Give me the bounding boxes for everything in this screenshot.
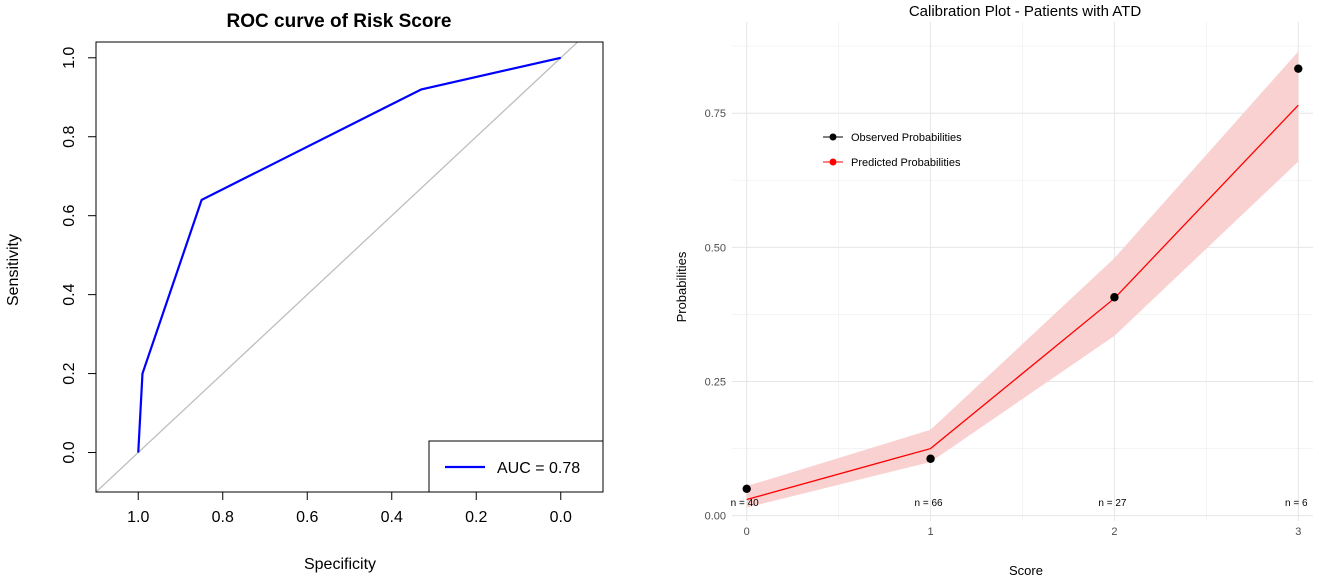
roc-x-tick-label: 0.2 [465,509,487,526]
cal-legend-observed-label: Observed Probabilities [851,132,962,144]
roc-legend-label: AUC = 0.78 [497,460,580,477]
roc-x-tick-label: 0.8 [212,509,234,526]
roc-x-tick-label: 1.0 [127,509,149,526]
cal-observed-point [742,484,751,494]
roc-plot-frame [95,41,604,493]
cal-legend-predicted-point [829,158,837,166]
cal-sample-size-label: n = 6 [1285,498,1308,509]
roc-plot-area: 1.0 0.8 0.6 0.4 0.2 0.0 0.0 0.2 0.4 0.6 0.8 1.0 AUC … [61,41,604,526]
cal-y-tick-label: 0.50 [705,242,726,254]
cal-x-tick-label: 0 [744,526,750,538]
cal-sample-size-label: n = 66 [915,498,944,509]
roc-x-tick-label: 0.0 [550,509,572,526]
calibration-y-axis-label: Probabilities [674,251,689,322]
roc-x-tick-label: 0.4 [381,509,403,526]
cal-y-tick-label: 0.25 [705,376,726,388]
roc-y-tick-label: 0.2 [61,362,78,384]
roc-x-tick-label: 0.6 [296,509,318,526]
roc-reference-line [96,42,579,492]
calibration-chart-panel: Calibration Plot - Patients with ATD 0.0… [640,0,1319,578]
roc-chart-panel: ROC curve of Risk Score 1.0 0.8 0.6 0.4 0.2 0… [0,0,620,578]
roc-y-tick-label: 0.8 [61,126,78,148]
roc-curve [137,56,561,453]
cal-observed-point [926,454,935,463]
calibration-chart: Calibration Plot - Patients with ATD 0.0… [674,3,1313,578]
cal-legend-observed-point [829,133,837,141]
cal-legend-predicted-label: Predicted Probabilities [851,157,961,169]
cal-predicted-line [746,104,1299,501]
cal-observed-point [1294,64,1303,73]
cal-y-tick-label: 0.75 [705,108,726,120]
roc-y-tick-label: 0.4 [61,283,78,305]
roc-y-tick-label: 0.6 [61,204,78,226]
cal-sample-size-label: n = 40 [731,498,760,509]
cal-observed-point [1110,293,1119,302]
cal-y-tick-label: 0.00 [705,511,726,523]
cal-x-tick-label: 1 [928,526,934,538]
roc-x-axis-label: Specificity [304,556,376,573]
cal-x-tick-label: 3 [1295,526,1301,538]
cal-x-tick-label: 2 [1111,526,1117,538]
roc-y-tick-label: 1.0 [61,47,78,69]
roc-y-axis-label: Sensitivity [5,234,22,306]
calibration-plot-area: 0.00 0.25 0.50 0.75 0 1 2 3 n = 40 n = 66 n = 27 n … [705,22,1313,538]
calibration-chart-title: Calibration Plot - Patients with ATD [909,3,1141,20]
roc-chart: ROC curve of Risk Score 1.0 0.8 0.6 0.4 0.2 0… [5,11,604,573]
cal-sample-size-label: n = 27 [1098,498,1127,509]
calibration-x-axis-label: Score [1009,563,1043,578]
roc-chart-title: ROC curve of Risk Score [227,11,452,32]
roc-y-tick-label: 0.0 [61,441,78,463]
